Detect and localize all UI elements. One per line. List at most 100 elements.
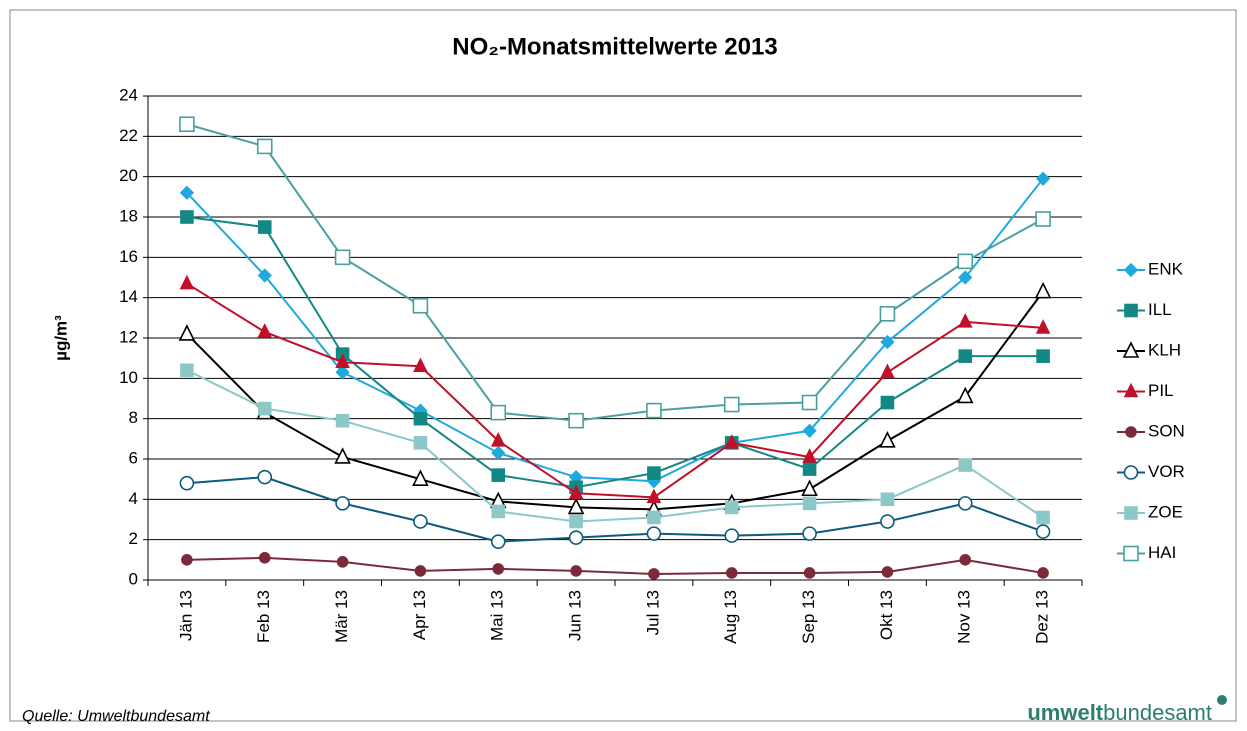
series-line: [186, 476, 1044, 543]
data-point: [646, 402, 662, 419]
legend-label: HAI: [1148, 543, 1176, 562]
y-tick-label: 24: [119, 85, 138, 104]
legend-marker: [1123, 262, 1139, 278]
data-point: [257, 268, 272, 283]
data-point: [880, 492, 895, 507]
source: Quelle: Umweltbundesamt: [22, 708, 210, 725]
data-point: [258, 552, 271, 564]
data-point: [335, 353, 350, 369]
data-point: [802, 423, 817, 438]
series-line: [186, 291, 1044, 511]
logo: umweltbundesamt: [1027, 700, 1212, 725]
data-point: [180, 363, 194, 378]
data-point: [569, 514, 583, 529]
series-line: [186, 216, 1044, 489]
data-point: [179, 116, 195, 133]
data-point: [801, 479, 818, 497]
y-tick-label: 16: [119, 247, 138, 266]
data-point: [880, 395, 895, 410]
series-line: [186, 123, 1044, 422]
data-point: [414, 565, 427, 577]
data-point: [334, 249, 351, 266]
legend-marker: [1122, 341, 1140, 358]
data-point: [257, 323, 273, 338]
data-point: [880, 514, 895, 529]
data-point: [647, 466, 661, 480]
data-point: [1037, 567, 1049, 579]
data-point: [1036, 510, 1050, 525]
x-tick-label: Jul 13: [643, 590, 662, 635]
x-tick-label: Jun 13: [566, 590, 585, 641]
data-point: [490, 432, 506, 447]
x-tick-label: Nov 13: [955, 590, 974, 644]
x-tick-label: Sep 13: [799, 590, 818, 644]
data-point: [334, 447, 351, 464]
series-line: [186, 556, 1044, 575]
data-point: [178, 324, 196, 341]
data-point: [957, 253, 974, 270]
data-point: [491, 445, 506, 461]
data-point: [646, 488, 662, 504]
data-point: [179, 274, 195, 290]
y-tick-label: 6: [129, 448, 138, 467]
data-point: [490, 404, 507, 421]
x-tick-label: Mär 13: [332, 590, 351, 643]
legend-marker: [1125, 426, 1137, 438]
data-point: [958, 270, 973, 285]
data-point: [802, 496, 817, 511]
data-point: [802, 448, 817, 463]
data-point: [413, 514, 428, 529]
chart-title: NO₂-Monatsmittelwerte 2013: [452, 33, 777, 60]
chart-border: [9, 9, 1237, 722]
legend-label: VOR: [1148, 462, 1185, 481]
x-tick-label: Aug 13: [721, 590, 740, 644]
data-point: [335, 365, 350, 380]
data-point: [803, 567, 816, 579]
data-point: [568, 412, 584, 429]
legend-marker: [1123, 382, 1139, 398]
data-point: [880, 363, 895, 379]
data-point: [724, 528, 740, 543]
data-point: [257, 401, 272, 416]
data-point: [491, 504, 506, 519]
data-point: [958, 349, 973, 363]
data-point: [879, 431, 896, 448]
x-tick-label: Jän 13: [176, 590, 195, 641]
data-point: [335, 496, 350, 511]
legend-marker: [1123, 465, 1139, 480]
legend-marker: [1124, 506, 1138, 520]
data-point: [725, 567, 738, 579]
legend-marker: [1124, 303, 1138, 318]
y-tick-label: 18: [119, 206, 138, 225]
data-point: [802, 526, 817, 541]
logo-rest: bundesamt: [1103, 700, 1212, 725]
data-point: [257, 220, 272, 234]
data-point: [879, 305, 896, 322]
x-tick-label: Feb 13: [254, 590, 273, 643]
data-point: [179, 185, 195, 200]
series-line: [186, 282, 1044, 499]
y-tick-label: 20: [119, 166, 138, 185]
x-tick-label: Mai 13: [488, 590, 507, 641]
data-point: [956, 386, 974, 404]
legend-marker: [1123, 545, 1139, 562]
data-point: [413, 411, 428, 426]
data-point: [412, 469, 429, 486]
data-point: [336, 556, 349, 568]
data-point: [724, 500, 739, 515]
data-point: [490, 534, 506, 549]
data-point: [957, 313, 973, 328]
data-point: [413, 357, 428, 373]
data-point: [881, 566, 894, 578]
y-tick-label: 4: [129, 489, 138, 508]
data-point: [723, 396, 740, 413]
logo-bold: umwelt: [1027, 700, 1103, 725]
x-tick-label: Apr 13: [410, 590, 429, 640]
data-point: [646, 526, 662, 541]
data-point: [1035, 524, 1051, 539]
data-point: [567, 497, 585, 515]
x-tick-label: Dez 13: [1033, 590, 1052, 644]
data-point: [181, 554, 193, 566]
data-point: [1035, 319, 1051, 334]
